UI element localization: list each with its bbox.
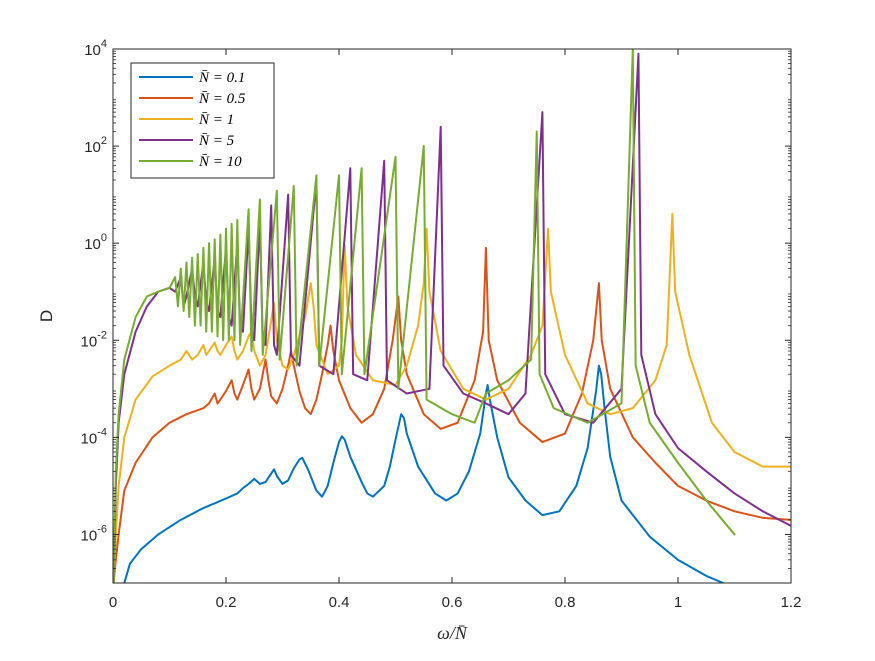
x-tick-label: 0.6 — [442, 594, 463, 611]
legend: N̄ = 0.1 N̄ = 0.5 N̄ = 1 N̄ = 5 N̄ = 10 — [130, 62, 275, 179]
legend-box — [130, 62, 275, 179]
y-axis-label: D — [37, 310, 56, 322]
x-tick-label: 0.2 — [216, 594, 237, 611]
y-tick-label: 10-6 — [81, 523, 107, 544]
x-tick-label: 0.4 — [329, 594, 350, 611]
series-line-5 — [113, 49, 736, 583]
y-tick-label: 10-2 — [81, 329, 107, 350]
legend-label-4: N̄ = 5 — [198, 133, 235, 149]
y-tick-label: 100 — [84, 232, 107, 253]
legend-label-2: N̄ = 0.5 — [198, 91, 246, 107]
x-axis-ticks: 0 0.2 0.4 0.6 0.8 1 1.2 — [109, 49, 802, 611]
series-layer — [113, 49, 791, 583]
legend-label-5: N̄ = 10 — [198, 154, 242, 170]
series-line-1 — [123, 364, 725, 583]
legend-label-1: N̄ = 0.1 — [198, 70, 245, 86]
x-tick-label: 0.8 — [555, 594, 576, 611]
y-tick-label: 104 — [84, 38, 107, 59]
y-tick-label: 102 — [84, 135, 107, 156]
x-tick-label: 1 — [674, 594, 682, 611]
y-tick-label: 10-4 — [81, 426, 107, 447]
legend-label-3: N̄ = 1 — [198, 112, 234, 128]
x-tick-label: 1.2 — [781, 594, 802, 611]
series-line-3 — [113, 212, 791, 583]
x-axis-label: ω/N̄ — [437, 623, 468, 643]
y-axis-ticks: 10-6 10-4 10-2 100 102 104 — [81, 38, 791, 569]
series-line-2 — [113, 246, 791, 583]
x-tick-label: 0 — [109, 594, 117, 611]
